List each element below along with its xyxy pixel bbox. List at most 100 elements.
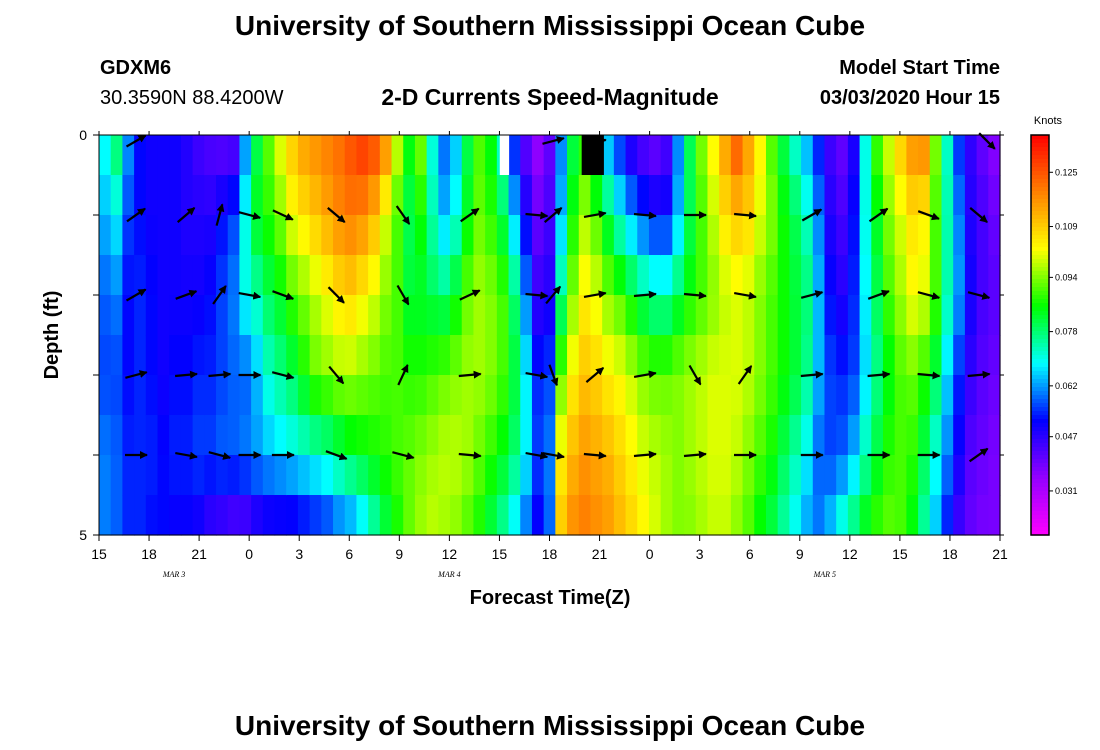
heat-cell	[414, 175, 428, 216]
heat-cell	[789, 415, 802, 456]
heat-cell	[274, 335, 287, 376]
heat-cell	[99, 175, 112, 216]
heat-cell	[929, 255, 943, 296]
heat-cell	[742, 375, 755, 416]
x-tick-label: 21	[992, 546, 1008, 562]
heat-cell	[145, 175, 159, 216]
heat-cell	[953, 375, 966, 416]
heat-cell	[801, 375, 814, 416]
colorbar-band	[1031, 383, 1049, 388]
heat-cell	[473, 495, 486, 536]
y-tick-label: 0	[79, 127, 87, 143]
heat-cell	[765, 415, 779, 456]
heat-cell	[882, 175, 896, 216]
heat-cell	[637, 135, 650, 176]
heat-cell	[801, 295, 814, 336]
heat-cell	[169, 295, 182, 336]
colorbar-band	[1031, 427, 1049, 432]
heat-cell	[707, 295, 720, 336]
heat-cell	[485, 175, 498, 216]
heat-cell	[286, 375, 299, 416]
heat-cell	[99, 335, 112, 376]
heat-cell	[531, 255, 545, 296]
heat-cell	[227, 415, 241, 456]
heat-cell	[286, 175, 299, 216]
heat-cell	[122, 135, 135, 176]
heat-cell	[192, 335, 205, 376]
heat-cell	[765, 335, 779, 376]
heat-cell	[847, 455, 861, 496]
heat-cell	[801, 175, 814, 216]
heat-cell	[520, 455, 533, 496]
speed-heatmap	[99, 135, 1001, 536]
heat-cell	[543, 415, 556, 456]
heat-cell	[227, 295, 241, 336]
heat-cell	[333, 495, 346, 536]
heat-cell	[438, 255, 451, 296]
heat-cell	[391, 135, 404, 176]
heat-cell	[871, 415, 884, 456]
heat-cell	[145, 135, 159, 176]
heat-cell	[227, 375, 241, 416]
heat-cell	[836, 375, 849, 416]
heat-cell	[719, 455, 732, 496]
heat-cell	[356, 335, 369, 376]
heat-cell	[286, 455, 299, 496]
heat-cell	[99, 255, 112, 296]
heat-cell	[391, 455, 404, 496]
colorbar-band	[1031, 299, 1049, 304]
current-vector	[867, 370, 891, 379]
current-vector	[525, 211, 549, 220]
current-vector	[396, 284, 410, 306]
heat-cell	[473, 375, 486, 416]
current-vector	[543, 207, 563, 223]
heat-cell	[648, 135, 662, 176]
heat-cell	[695, 175, 709, 216]
heat-cell	[122, 375, 135, 416]
heat-cell	[227, 175, 241, 216]
heat-cell	[531, 455, 545, 496]
heat-cell	[508, 135, 521, 176]
colorbar-band	[1031, 247, 1049, 252]
x-tick-label: 3	[696, 546, 704, 562]
current-vectors	[125, 132, 996, 463]
heat-cell	[590, 295, 603, 336]
heat-cell	[918, 495, 931, 536]
heat-cell	[894, 375, 907, 416]
heat-cell	[286, 215, 299, 256]
heat-cell	[871, 375, 884, 416]
colorbar-band	[1031, 211, 1049, 216]
heat-cell	[391, 255, 404, 296]
chart-title-top: University of Southern Mississippi Ocean…	[234, 10, 866, 41]
heat-cell	[227, 215, 241, 256]
heat-cell	[742, 135, 755, 176]
heat-cell	[894, 335, 907, 376]
heat-cell	[894, 135, 907, 176]
heat-cell	[520, 215, 533, 256]
colorbar-band	[1031, 451, 1049, 456]
heat-cell	[765, 375, 779, 416]
x-axis-label: Forecast Time(Z)	[470, 587, 631, 609]
heat-cell	[403, 295, 416, 336]
heat-cell	[625, 415, 638, 456]
heat-cell	[297, 335, 311, 376]
heat-cell	[520, 495, 533, 536]
heat-cell	[812, 415, 826, 456]
heat-cell	[531, 335, 545, 376]
current-vector	[175, 289, 198, 300]
heat-cell	[906, 215, 919, 256]
heat-cell	[801, 495, 814, 536]
colorbar-band	[1031, 331, 1049, 336]
heat-cell	[192, 415, 205, 456]
heat-cell	[461, 455, 475, 496]
heat-cell	[976, 215, 989, 256]
heat-cell	[321, 295, 334, 336]
heat-cell	[485, 135, 498, 176]
heat-cell	[145, 255, 159, 296]
heat-cell	[894, 255, 907, 296]
heat-cell	[988, 255, 1001, 296]
heat-cell	[964, 495, 978, 536]
heat-cell	[262, 175, 276, 216]
heat-cell	[648, 455, 662, 496]
heat-cell	[613, 375, 627, 416]
